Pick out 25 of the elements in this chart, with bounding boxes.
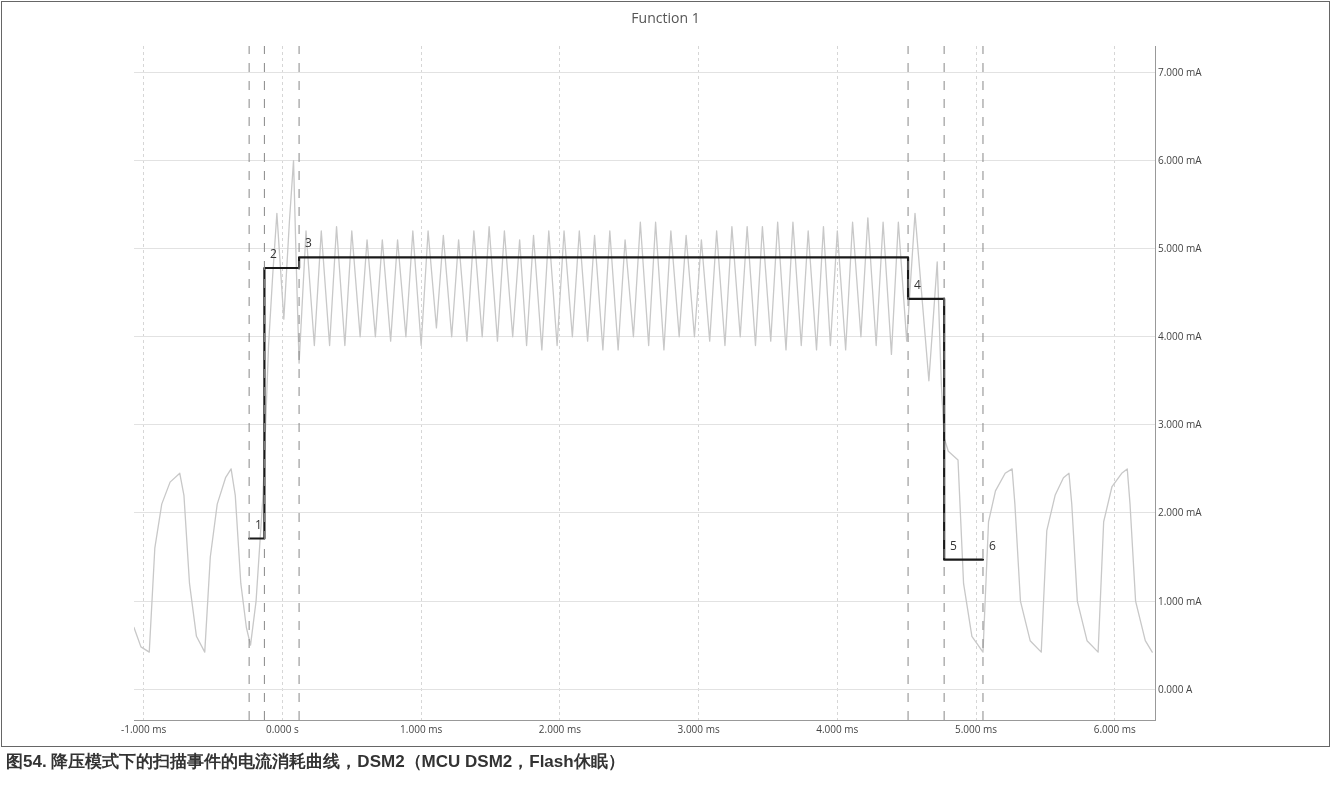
y-tick-label: 5.000 mA — [1158, 241, 1203, 256]
y-tick-label: 3.000 mA — [1158, 417, 1203, 432]
x-tick-label: 6.000 ms — [1093, 722, 1137, 736]
x-tick-label: 0.000 s — [265, 722, 300, 736]
x-tick-label: 2.000 ms — [538, 722, 582, 736]
y-tick-label: 0.000 A — [1158, 681, 1194, 696]
annotation: 5 — [950, 537, 957, 554]
annotation: 6 — [989, 537, 996, 554]
line-series — [134, 159, 1153, 653]
caption: 图54. 降压模式下的扫描事件的电流消耗曲线，DSM2（MCU DSM2，Flash休眠） — [6, 751, 625, 773]
y-tick-label: 4.000 mA — [1158, 329, 1203, 344]
y-tick-label: 7.000 mA — [1158, 64, 1203, 79]
x-tick-label: 3.000 ms — [677, 722, 720, 736]
annotation: 3 — [305, 234, 312, 251]
chart-title: Function 1 — [631, 7, 700, 27]
x-tick-label: -1.000 ms — [121, 722, 167, 736]
x-tick-label: 5.000 ms — [954, 722, 998, 736]
annotation: 2 — [270, 245, 277, 262]
annotation: 4 — [914, 276, 921, 293]
y-tick-label: 1.000 mA — [1158, 593, 1203, 608]
y-tick-label: 2.000 mA — [1158, 505, 1203, 520]
x-tick-label: 4.000 ms — [816, 722, 859, 736]
x-tick-label: 1.000 ms — [400, 722, 443, 736]
y-tick-label: 6.000 mA — [1158, 153, 1203, 168]
annotation: 1 — [255, 516, 262, 533]
